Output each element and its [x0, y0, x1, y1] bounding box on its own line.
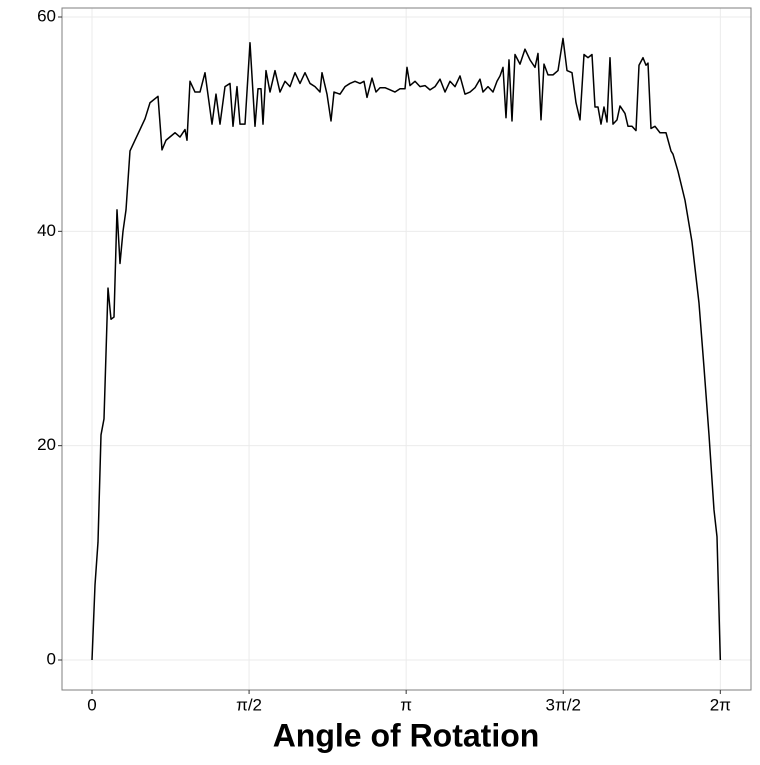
x-tick-label: π/2: [236, 695, 262, 714]
plot: [91, 37, 722, 661]
y-tick-label: 0: [47, 649, 56, 668]
x-tick-label: 2π: [710, 695, 731, 714]
y-tick-label: 40: [37, 221, 56, 240]
x-axis-label: Angle of Rotation: [273, 717, 540, 753]
y-tick-label: 60: [37, 6, 56, 25]
x-tick-label: 0: [87, 695, 96, 714]
x-tick-label: π: [400, 695, 412, 714]
grid: [62, 8, 751, 690]
line: [91, 37, 722, 661]
y-tick-label: 20: [37, 435, 56, 454]
x-tick-label: 3π/2: [546, 695, 581, 714]
